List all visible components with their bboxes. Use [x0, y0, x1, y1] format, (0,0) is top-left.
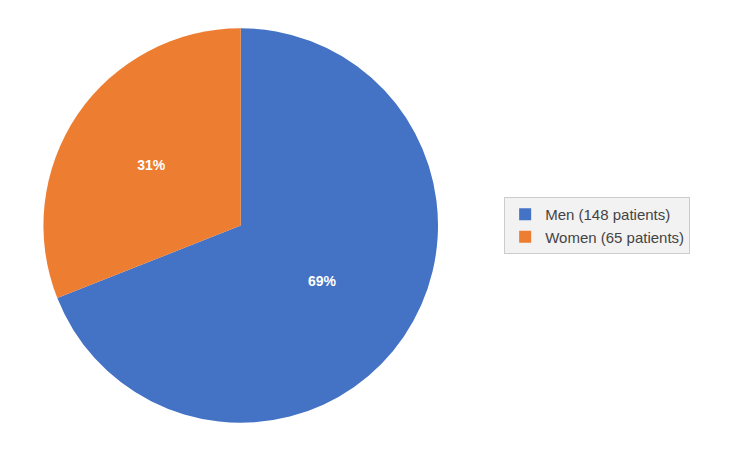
svg-text:31%: 31% — [137, 157, 166, 173]
svg-text:Men (148 patients): Men (148 patients) — [545, 206, 670, 223]
svg-text:69%: 69% — [308, 273, 337, 289]
svg-text:Women (65 patients): Women (65 patients) — [545, 229, 684, 246]
